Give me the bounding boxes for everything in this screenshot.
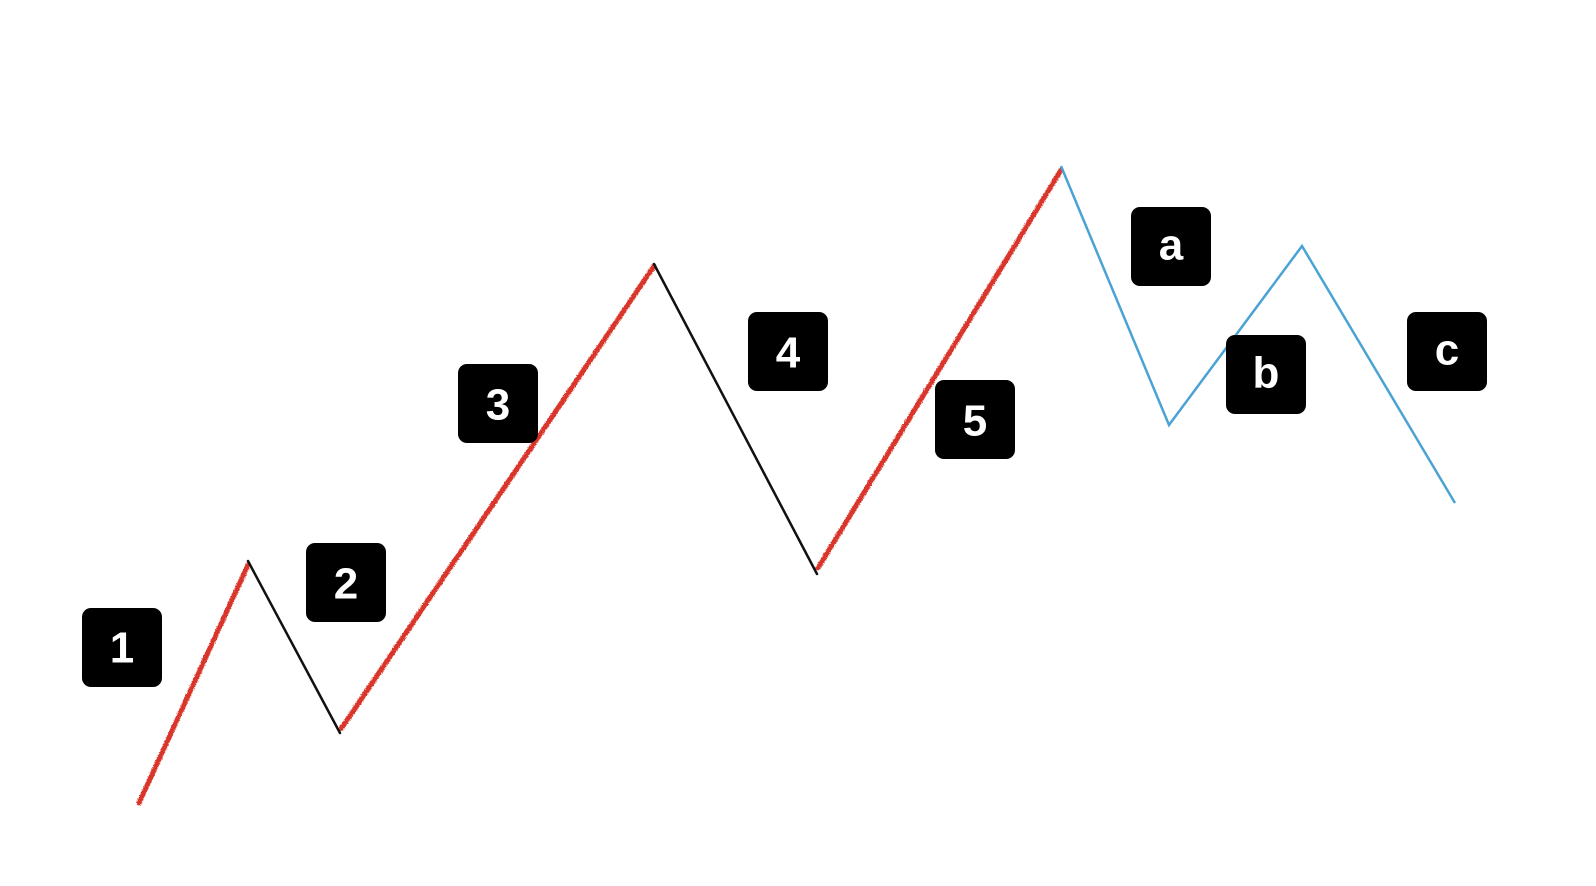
wave-3-segment: [338, 263, 657, 732]
impulse-waves: [136, 167, 1064, 806]
wave-label-3: 3: [458, 364, 538, 443]
wave-label-2-text: 2: [334, 560, 358, 609]
wave-label-5: 5: [935, 380, 1015, 459]
wave-label-4-text: 4: [776, 329, 801, 378]
corrective-waves: [246, 262, 819, 735]
wave-label-a-text: a: [1159, 221, 1184, 270]
wave-label-4: 4: [748, 312, 828, 391]
wave-label-5-text: 5: [963, 397, 987, 446]
wave-2-segment: [246, 559, 342, 735]
wave-label-3-text: 3: [486, 381, 510, 430]
wave-label-2: 2: [306, 543, 386, 622]
wave-label-1: 1: [82, 608, 162, 687]
wave-label-c: c: [1407, 312, 1487, 391]
wave-1-segment: [136, 562, 251, 806]
abc-correction-line: [1059, 165, 1457, 504]
wave-label-b: b: [1226, 335, 1306, 414]
wave-label-b-text: b: [1253, 349, 1280, 398]
wave-4-segment: [652, 262, 819, 576]
wave-label-1-text: 1: [110, 624, 134, 673]
wave-label-c-text: c: [1435, 326, 1459, 375]
wave-5-segment: [815, 167, 1064, 571]
wave-label-a: a: [1131, 207, 1211, 286]
